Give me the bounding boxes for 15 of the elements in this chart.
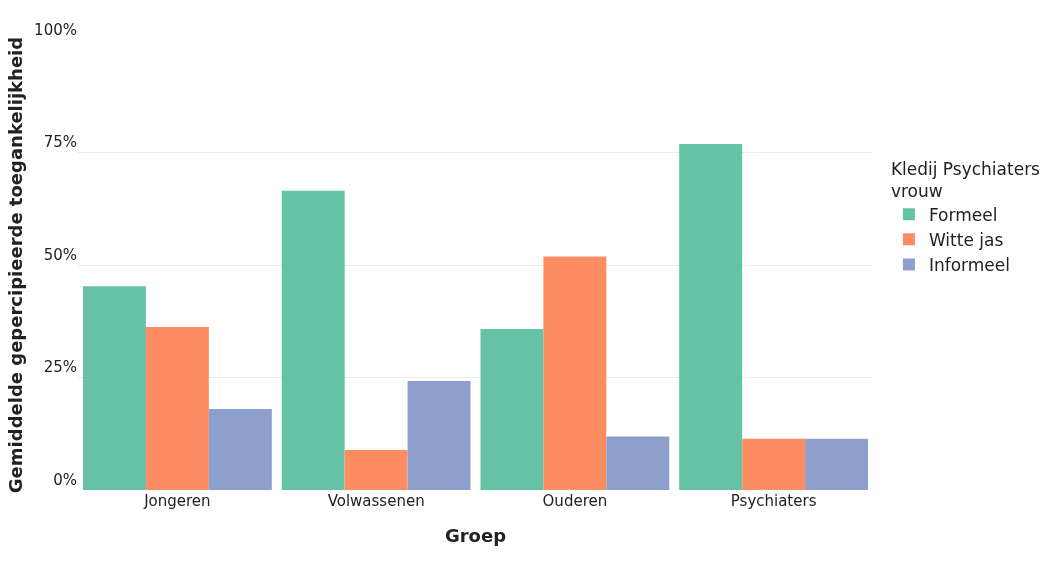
- x-tick-label: Psychiaters: [730, 492, 817, 510]
- y-tick-label: 0%: [53, 470, 77, 489]
- y-tick-label: 100%: [34, 20, 77, 39]
- y-axis-title: Gemiddelde gepercipieerde toegankelijkheid: [5, 36, 27, 494]
- x-tick-label: Jongeren: [143, 492, 211, 510]
- x-axis-title: Groep: [444, 525, 507, 547]
- x-tick-label: Volwassenen: [327, 492, 425, 510]
- legend-label: Formeel: [928, 204, 998, 225]
- x-tick-label: Ouderen: [542, 492, 608, 510]
- legend-label: Informeel: [928, 255, 1010, 276]
- legend-title: Kledij Psychiaters vrouw: [890, 158, 1041, 201]
- y-tick-label: 25%: [43, 358, 77, 377]
- y-tick-label: 50%: [43, 245, 77, 264]
- y-tick-label: 75%: [43, 133, 77, 152]
- legend-label: Witte jas: [928, 229, 1004, 250]
